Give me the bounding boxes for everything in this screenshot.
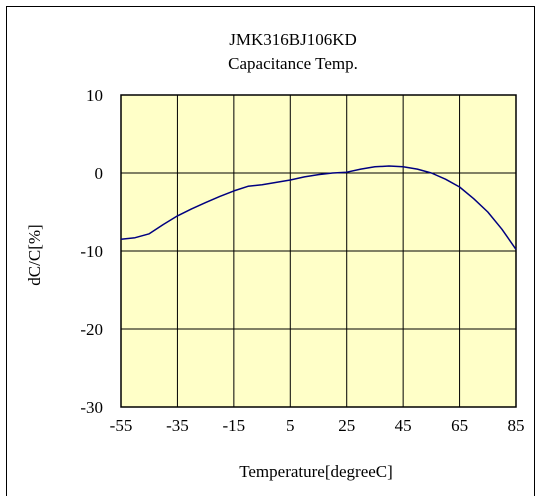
plot-border xyxy=(120,94,517,408)
chart-frame: JMK316BJ106KD Capacitance Temp. -55 -35 -1… xyxy=(6,6,535,496)
series-line xyxy=(120,165,517,250)
chart: JMK316BJ106KD Capacitance Temp. -55 -35 -1… xyxy=(25,30,525,481)
x-tick-label: 25 xyxy=(338,416,355,435)
x-tick-label: 5 xyxy=(286,416,295,435)
y-tick-label: 10 xyxy=(86,86,103,105)
x-tick-label: -15 xyxy=(223,416,246,435)
x-tick-label: -35 xyxy=(166,416,189,435)
chart-title: JMK316BJ106KD xyxy=(229,30,357,49)
x-tick-label: 65 xyxy=(451,416,468,435)
chart-subtitle: Capacitance Temp. xyxy=(228,54,358,73)
y-axis-label: dC/C[%] xyxy=(25,224,44,285)
y-tick-label: 0 xyxy=(95,164,104,183)
x-tick-label: 45 xyxy=(395,416,412,435)
x-axis-label: Temperature[degreeC] xyxy=(239,462,393,481)
x-tick-label: 85 xyxy=(508,416,525,435)
y-tick-label: -30 xyxy=(80,398,103,417)
y-tick-label: -10 xyxy=(80,242,103,261)
x-tick-label: -55 xyxy=(110,416,133,435)
y-tick-label: -20 xyxy=(80,320,103,339)
